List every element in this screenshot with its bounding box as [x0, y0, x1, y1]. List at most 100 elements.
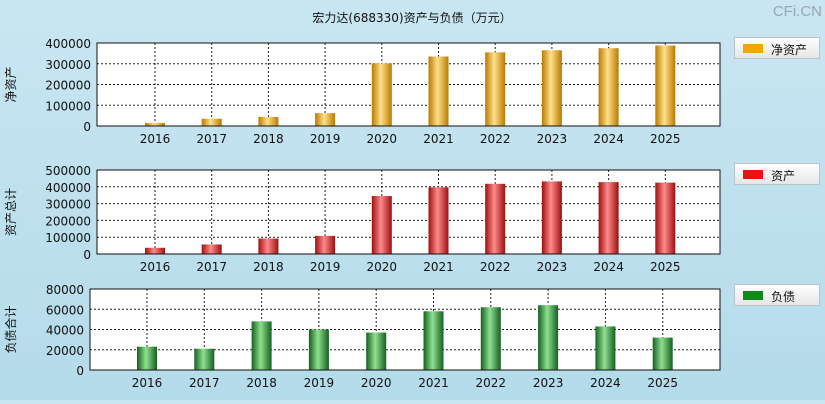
plot-border: [96, 169, 721, 255]
bar-2017: [201, 118, 222, 126]
y-tick-label: 200000: [45, 79, 91, 93]
x-tick-label: 2022: [480, 132, 511, 146]
legend-swatch-assets: [743, 170, 763, 179]
bar-2024: [598, 48, 619, 126]
plot-border: [89, 288, 721, 371]
x-tick-label: 2019: [310, 132, 341, 146]
x-tick-label: 2018: [253, 132, 284, 146]
bar-2019: [308, 329, 329, 370]
x-tick-label: 2025: [647, 376, 678, 390]
y-axis-label: 负债合计: [3, 305, 18, 353]
y-tick-label: 0: [83, 248, 91, 262]
bar-2020: [371, 196, 392, 254]
plot-area: [97, 170, 720, 254]
bar-2023: [541, 181, 562, 254]
bar-2022: [480, 307, 501, 370]
x-tick-label: 2019: [304, 376, 335, 390]
x-tick-label: 2024: [590, 376, 621, 390]
legend-swatch-liabilities: [743, 291, 763, 300]
bar-2020: [366, 332, 387, 370]
legend-swatch-net-assets: [743, 44, 763, 53]
watermark-text: CFi.CN: [773, 3, 822, 20]
y-tick-label: 80000: [46, 283, 84, 297]
bar-2024: [598, 182, 619, 254]
bar-2025: [652, 337, 673, 370]
x-tick-label: 2022: [476, 376, 507, 390]
bar-2021: [423, 311, 444, 370]
y-tick-label: 100000: [45, 231, 91, 245]
bar-2025: [655, 45, 676, 126]
bar-2019: [315, 113, 336, 126]
y-axis-label: 净资产: [4, 66, 18, 102]
x-tick-label: 2020: [367, 132, 398, 146]
plot-area: [90, 289, 720, 370]
x-tick-label: 2025: [650, 260, 681, 274]
bar-2023: [538, 305, 559, 370]
x-tick-label: 2018: [253, 260, 284, 274]
x-tick-label: 2019: [310, 260, 341, 274]
x-tick-label: 2021: [418, 376, 449, 390]
x-tick-label: 2016: [140, 260, 171, 274]
x-tick-label: 2024: [593, 132, 624, 146]
x-tick-label: 2020: [361, 376, 392, 390]
x-tick-label: 2017: [196, 132, 227, 146]
y-tick-label: 60000: [46, 303, 84, 317]
chart-title: 宏力达(688330)资产与负债（万元）: [312, 10, 511, 25]
y-tick-label: 200000: [45, 214, 91, 228]
legend-label-net-assets: 净资产: [771, 43, 808, 57]
legend-liabilities: 负债: [734, 284, 820, 306]
x-tick-label: 2023: [533, 376, 564, 390]
chart-panel-0: 0 100000 200000 300000 400000 2016 2017 2018 201…: [4, 37, 721, 146]
x-tick-label: 2016: [132, 376, 163, 390]
bar-2018: [251, 321, 272, 370]
bar-2016: [145, 122, 165, 126]
bar-2019: [315, 235, 336, 254]
bar-2020: [371, 63, 392, 126]
x-tick-label: 2017: [196, 260, 227, 274]
bar-2025: [655, 182, 676, 254]
chart-panel-2: 0 20000 40000 60000 80000 2016 2017 2018 2019 202…: [3, 283, 721, 390]
x-tick-label: 2016: [140, 132, 171, 146]
y-tick-label: 0: [76, 364, 84, 378]
plot-border: [96, 42, 721, 127]
bar-2024: [595, 326, 616, 370]
y-tick-label: 40000: [46, 324, 84, 338]
x-tick-label: 2023: [537, 132, 568, 146]
bar-2018: [258, 116, 279, 126]
bar-2022: [485, 52, 506, 126]
x-tick-label: 2017: [189, 376, 220, 390]
bar-2016: [145, 247, 165, 254]
bar-2018: [258, 238, 279, 254]
bar-2017: [194, 348, 215, 370]
legend-label-liabilities: 负债: [771, 290, 796, 304]
x-tick-label: 2021: [423, 260, 454, 274]
y-tick-label: 400000: [45, 37, 91, 51]
y-tick-label: 300000: [45, 198, 91, 212]
y-tick-label: 100000: [45, 99, 91, 113]
x-tick-label: 2021: [423, 132, 454, 146]
legend-net-assets: 净资产: [734, 37, 820, 59]
y-tick-label: 400000: [45, 181, 91, 195]
x-tick-label: 2023: [537, 260, 568, 274]
x-tick-label: 2024: [593, 260, 624, 274]
y-tick-label: 300000: [45, 58, 91, 72]
bar-2016: [137, 346, 157, 370]
y-tick-label: 500000: [45, 164, 91, 178]
y-axis-label: 资产总计: [4, 188, 18, 236]
bar-2017: [201, 244, 222, 254]
x-tick-label: 2025: [650, 132, 681, 146]
bar-2021: [428, 187, 449, 254]
bar-2023: [541, 50, 562, 127]
x-tick-label: 2020: [367, 260, 398, 274]
bar-2021: [428, 56, 449, 126]
legend-assets: 资产: [734, 163, 820, 185]
chart-panel-1: 0 100000 200000 300000 400000 500000 2016 2017 2…: [4, 164, 721, 274]
y-tick-label: 20000: [46, 344, 84, 358]
bar-2022: [485, 183, 506, 254]
y-tick-label: 0: [83, 120, 91, 134]
legend-label-assets: 资产: [771, 169, 796, 183]
x-tick-label: 2022: [480, 260, 511, 274]
x-tick-label: 2018: [246, 376, 277, 390]
